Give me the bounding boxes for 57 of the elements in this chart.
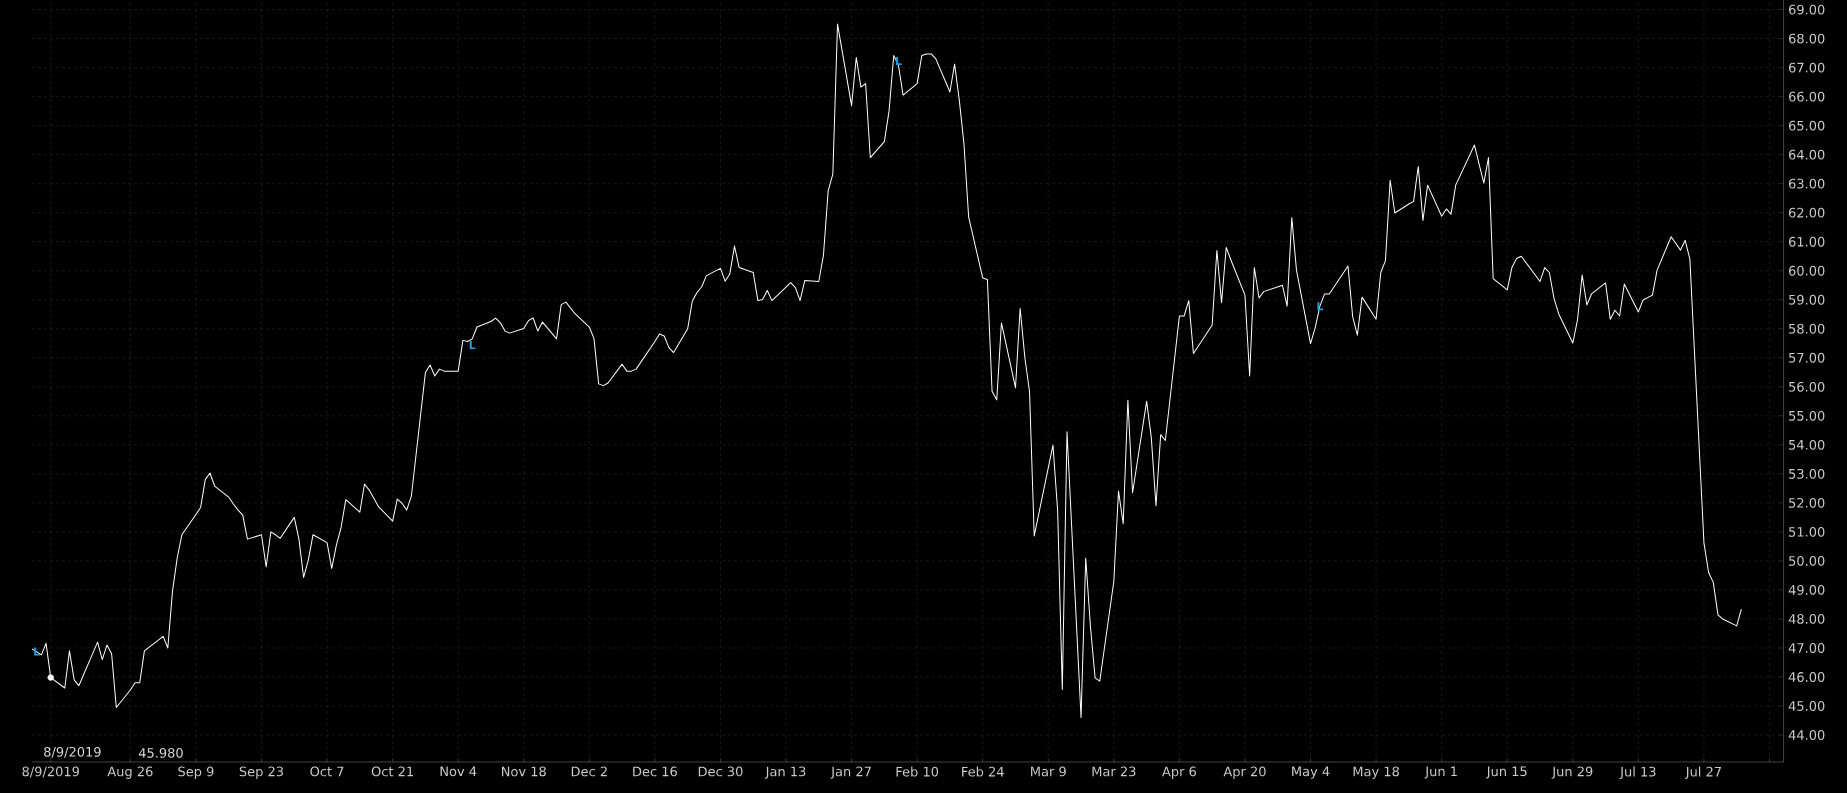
- y-tick-label: 58.00: [1789, 323, 1825, 334]
- y-tick-label: 57.00: [1789, 352, 1825, 363]
- y-tick-label: 44.00: [1788, 730, 1825, 740]
- line-series: [31, 23, 1742, 719]
- x-tick-label: May 4: [1292, 766, 1330, 779]
- x-tick-label: Jul 27: [1685, 766, 1721, 780]
- y-tick-label: 60.00: [1788, 265, 1825, 276]
- y-tick-label: 56.00: [1789, 381, 1825, 392]
- x-tick-label: Dec 30: [698, 766, 743, 777]
- x-tick-label: Feb 24: [962, 766, 1004, 777]
- y-tick-label: 65.00: [1788, 120, 1825, 131]
- x-tick-label: Jun 15: [1486, 766, 1527, 779]
- y-tick-label: 46.00: [1788, 672, 1825, 682]
- x-tick-label: Jan 27: [830, 766, 871, 779]
- y-tick-label: 50.00: [1789, 555, 1825, 566]
- annotation: 8/9/2019: [44, 746, 101, 758]
- y-tick-label: 54.00: [1789, 439, 1825, 450]
- x-tick-label: Sep 23: [239, 766, 284, 779]
- x-tick-label: Apr 6: [1162, 766, 1197, 779]
- x-tick-label: May 18: [1353, 766, 1399, 779]
- y-tick-label: 59.00: [1789, 294, 1825, 305]
- x-tick-label: Jun 29: [1551, 766, 1593, 779]
- y-tick-label: 69.00: [1788, 4, 1825, 15]
- x-tick-label: Dec 16: [633, 766, 677, 777]
- y-tick-label: 67.00: [1788, 62, 1825, 73]
- x-tick-label: Mar 9: [1031, 766, 1066, 777]
- y-tick-label: 61.00: [1788, 236, 1825, 247]
- x-tick-label: Sep 9: [178, 766, 214, 779]
- y-tick-label: 49.00: [1788, 585, 1825, 595]
- x-tick-label: Apr 20: [1223, 766, 1266, 779]
- annotation: L: [469, 341, 476, 350]
- x-tick-label: Nov 4: [440, 766, 477, 777]
- y-tick-label: 52.00: [1789, 497, 1825, 508]
- y-tick-label: 53.00: [1789, 468, 1825, 479]
- y-tick-label: 68.00: [1788, 33, 1825, 44]
- y-tick-label: 45.00: [1788, 701, 1825, 711]
- x-tick-label: Jun 1: [1424, 766, 1457, 779]
- x-tick-label: Jul 13: [1619, 766, 1656, 780]
- x-tick-label: 8/9/2019: [22, 766, 79, 778]
- annotation: L: [895, 56, 902, 65]
- x-tick-label: Aug 26: [107, 766, 153, 779]
- x-tick-label: Oct 7: [310, 766, 344, 777]
- y-tick-label: 62.00: [1788, 207, 1825, 218]
- annotation: 45.980: [138, 747, 183, 758]
- x-tick-label: Feb 10: [896, 766, 939, 777]
- y-tick-label: 63.00: [1788, 178, 1825, 189]
- y-tick-label: 48.00: [1788, 614, 1825, 624]
- x-tick-label: Jan 13: [764, 766, 806, 779]
- y-tick-label: 64.00: [1788, 149, 1825, 160]
- x-tick-label: Oct 21: [371, 766, 413, 777]
- y-tick-label: 66.00: [1788, 91, 1825, 102]
- y-tick-label: 47.00: [1788, 643, 1825, 653]
- y-tick-label: 51.00: [1789, 526, 1825, 537]
- y-tick-label: 55.00: [1789, 410, 1825, 421]
- x-tick-label: Nov 18: [501, 766, 546, 777]
- x-tick-label: Mar 23: [1092, 766, 1136, 777]
- x-tick-label: Dec 2: [571, 766, 607, 777]
